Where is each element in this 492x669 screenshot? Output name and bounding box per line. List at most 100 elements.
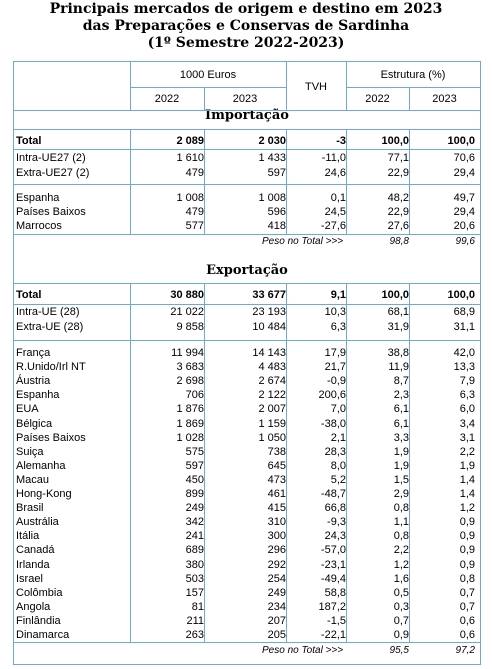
value-2023: 2 674 (258, 375, 286, 388)
structure-2023: 0,9 (459, 544, 475, 557)
structure-2023: 1,9 (459, 459, 475, 472)
header-tvh: TVH (305, 80, 327, 93)
row-name: Finlândia (16, 614, 61, 627)
structure-2023: 0,7 (459, 600, 475, 613)
row-name: Canadá (16, 544, 55, 557)
structure-2022: 22,9 (387, 166, 409, 179)
row-name: Extra-UE27 (2) (16, 166, 90, 179)
structure-2022: 8,7 (393, 375, 409, 388)
value-2022: 3 683 (176, 361, 204, 374)
value-2022: 503 (185, 572, 204, 585)
import-peso-label: Peso no Total >>> (262, 236, 344, 247)
header-divider (130, 87, 286, 88)
row-name: EUA (16, 403, 39, 416)
structure-2022: 1,9 (393, 445, 409, 458)
import-peso-2023: 99,6 (455, 236, 475, 247)
value-2023: 473 (267, 473, 286, 486)
row-divider (14, 110, 480, 111)
structure-2022: 1,1 (393, 516, 409, 529)
structure-2023: 1,2 (459, 502, 475, 515)
structure-2023: 0,8 (459, 572, 475, 585)
value-2023: 33 677 (252, 289, 286, 301)
tvh-value: -1,5 (327, 614, 346, 627)
tvh-value: 8,0 (330, 459, 346, 472)
value-2022: 1 876 (176, 403, 204, 416)
row-name: Brasil (16, 502, 44, 515)
column-divider (130, 340, 131, 642)
value-2022: 1 008 (176, 192, 204, 204)
column-divider (286, 184, 287, 234)
export-country-row: França 11 994 14 143 17,9 38,8 42,0 (14, 346, 480, 360)
value-2022: 577 (185, 220, 204, 232)
column-divider (130, 184, 131, 234)
title-line-3: (1º Semestre 2022-2023) (147, 35, 345, 51)
structure-2023: 100,0 (447, 289, 475, 301)
structure-2023: 68,9 (453, 305, 475, 318)
row-name: França (16, 347, 51, 359)
column-divider (130, 129, 131, 184)
export-country-row: Irlanda 380 292 -23,1 1,2 0,9 (14, 558, 480, 572)
structure-2022: 2,3 (393, 389, 409, 402)
tvh-value: -11,0 (321, 151, 346, 164)
value-2023: 249 (267, 586, 286, 599)
value-2022: 157 (185, 586, 204, 599)
row-name: Bélgica (16, 417, 53, 430)
tvh-value: -57,0 (320, 544, 346, 557)
row-name: Angola (16, 600, 51, 613)
tvh-value: 6,3 (330, 320, 346, 333)
value-2022: 450 (185, 473, 204, 486)
structure-2023: 42,0 (453, 347, 475, 359)
row-name: Irlanda (16, 558, 50, 571)
row-name: Países Baixos (16, 206, 86, 218)
row-divider (14, 149, 480, 150)
row-name: Macau (16, 473, 50, 486)
column-divider (286, 62, 287, 111)
value-2022: 1 610 (176, 151, 204, 164)
structure-2023: 3,4 (459, 417, 475, 430)
tvh-value: -27,6 (320, 220, 346, 232)
row-name: Hong-Kong (16, 488, 72, 500)
import-country-row: Países Baixos 479 596 24,5 22,9 29,4 (14, 205, 480, 219)
structure-2022: 38,8 (387, 347, 409, 359)
value-2023: 254 (267, 572, 286, 585)
value-2023: 2 030 (258, 135, 286, 147)
structure-2023: 29,4 (453, 166, 475, 179)
tvh-value: 10,3 (324, 305, 346, 318)
column-divider (409, 340, 410, 642)
export-country-row: Brasil 249 415 66,8 0,8 1,2 (14, 501, 480, 515)
structure-2023: 1,4 (459, 473, 475, 486)
value-2022: 2 698 (176, 375, 204, 388)
structure-2022: 0,3 (393, 600, 409, 613)
column-divider (346, 62, 347, 111)
export-country-row: Áustria 2 698 2 674 -0,9 8,7 7,9 (14, 374, 480, 388)
value-2022: 575 (185, 445, 204, 458)
tvh-value: -48,7 (320, 488, 346, 500)
structure-2023: 3,1 (459, 431, 475, 444)
structure-2022: 11,9 (388, 361, 409, 374)
export-country-row: Austrália 342 310 -9,3 1,1 0,9 (14, 515, 480, 529)
row-name: Intra-UE27 (2) (16, 151, 86, 164)
tvh-value: -23,1 (320, 558, 346, 571)
export-country-row: Espanha 706 2 122 200,6 2,3 6,3 (14, 388, 480, 402)
row-name: Total (16, 289, 42, 301)
header-struct-2023: 2023 (432, 93, 457, 105)
structure-2023: 0,7 (459, 586, 475, 599)
column-divider (409, 184, 410, 234)
export-country-row: Dinamarca 263 205 -22,1 0,9 0,6 (14, 628, 480, 642)
value-2022: 2 089 (176, 135, 204, 147)
row-name: Suiça (16, 445, 44, 458)
column-divider (204, 283, 205, 340)
tvh-value: 28,3 (324, 445, 346, 458)
tvh-value: -38,0 (320, 417, 346, 430)
value-2023: 1 008 (258, 192, 286, 204)
export-country-row: R.Unido/Irl NT 3 683 4 483 21,7 11,9 13,3 (14, 360, 480, 374)
structure-2023: 2,2 (459, 445, 475, 458)
structure-2023: 13,3 (453, 361, 475, 374)
structure-2022: 2,9 (393, 488, 409, 500)
value-2023: 2 122 (258, 389, 286, 402)
value-2022: 30 880 (170, 289, 204, 301)
structure-2023: 31,1 (453, 320, 475, 333)
markets-table: 1000 Euros TVH Estrutura (%) 2022 2023 2… (13, 61, 481, 665)
tvh-value: -22,1 (320, 629, 346, 641)
value-2022: 1 028 (176, 431, 204, 444)
